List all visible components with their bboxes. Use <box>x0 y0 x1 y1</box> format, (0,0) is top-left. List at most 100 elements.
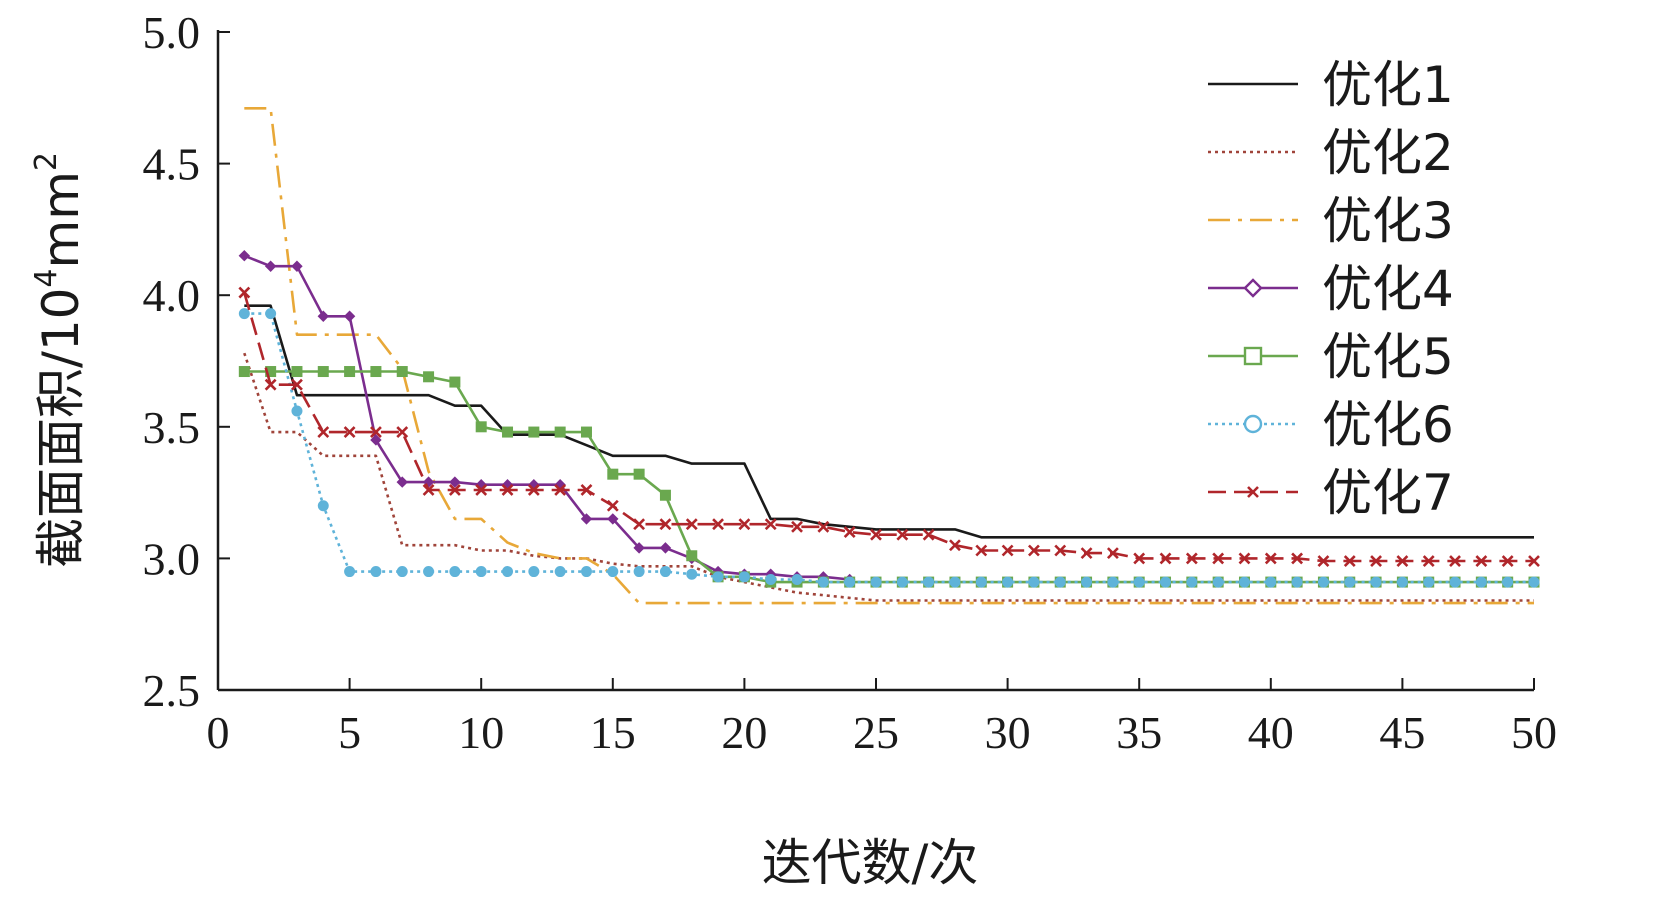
data-point <box>317 500 329 512</box>
data-point <box>396 426 409 438</box>
data-point <box>502 426 514 438</box>
data-point <box>317 366 329 378</box>
data-point <box>1001 544 1014 557</box>
data-point <box>817 520 830 533</box>
data-point <box>1160 576 1172 588</box>
legend: 优化1 优化2 优化3 优化4 优化5 优化6 优化7 <box>1208 56 1454 522</box>
data-point <box>1212 552 1225 565</box>
data-point <box>1002 576 1014 588</box>
data-point <box>791 520 803 533</box>
legend-marker <box>1243 414 1263 434</box>
data-point <box>449 376 461 388</box>
data-point <box>765 573 777 585</box>
series-3 <box>244 107 1534 605</box>
data-point <box>712 571 724 583</box>
data-point <box>1238 552 1251 565</box>
data-point <box>580 566 592 578</box>
data-point <box>554 426 566 438</box>
data-point <box>1212 576 1224 588</box>
data-point <box>949 539 961 552</box>
data-point <box>606 499 619 512</box>
data-point <box>896 528 909 541</box>
data-point <box>264 260 277 272</box>
data-point <box>1028 576 1040 588</box>
data-point <box>975 544 988 557</box>
data-point <box>817 576 829 588</box>
data-point <box>1317 555 1330 567</box>
legend-label: 优化6 <box>1322 396 1454 454</box>
data-point <box>659 489 671 501</box>
y-tick-label: 2.5 <box>143 665 201 716</box>
data-point <box>344 566 356 578</box>
legend-item: 优化1 <box>1208 56 1454 114</box>
series-1 <box>244 304 1534 539</box>
x-tick-label: 40 <box>1248 707 1294 758</box>
data-point <box>554 566 566 578</box>
data-point <box>370 434 382 446</box>
data-point <box>870 528 882 541</box>
data-point <box>633 468 645 480</box>
data-point <box>1291 552 1304 565</box>
data-point <box>659 566 671 578</box>
data-point <box>1238 576 1250 588</box>
data-point <box>607 468 619 480</box>
data-point <box>396 476 408 488</box>
data-point <box>554 484 567 496</box>
data-point <box>1291 576 1303 588</box>
y-tick-label: 4.5 <box>143 139 201 190</box>
legend-label: 优化7 <box>1322 464 1454 522</box>
data-point <box>317 310 329 322</box>
legend-label: 优化4 <box>1322 260 1454 318</box>
series-7 <box>238 286 1540 567</box>
x-tick-label: 0 <box>207 707 230 758</box>
data-point <box>870 576 882 588</box>
data-point <box>1475 555 1488 567</box>
data-point <box>475 484 488 496</box>
data-point <box>1449 576 1461 588</box>
svg-text:截面面积/104mm2: 截面面积/104mm2 <box>29 152 90 568</box>
legend-item: 优化5 <box>1208 328 1454 386</box>
data-point <box>1528 576 1540 588</box>
data-point <box>633 518 646 531</box>
data-point <box>843 526 856 538</box>
data-point <box>633 566 645 578</box>
data-point <box>607 566 619 578</box>
legend-item: 优化6 <box>1208 396 1454 454</box>
data-point <box>738 571 750 583</box>
data-point <box>1343 555 1356 567</box>
data-point <box>317 426 330 438</box>
data-point <box>1107 576 1119 588</box>
legend-item: 优化3 <box>1208 192 1454 250</box>
data-point <box>422 484 435 496</box>
data-point <box>685 518 698 531</box>
data-point <box>1159 552 1172 565</box>
legend-label: 优化2 <box>1322 124 1454 182</box>
x-axis-title: 迭代数/次 <box>762 834 979 892</box>
y-tick-label: 4.0 <box>143 270 201 321</box>
data-point <box>370 566 382 578</box>
data-point <box>764 518 777 531</box>
data-point <box>265 308 277 320</box>
data-point <box>1423 576 1435 588</box>
data-point <box>1080 547 1093 560</box>
legend-marker <box>1243 278 1263 298</box>
x-tick-label: 25 <box>853 707 899 758</box>
x-tick-label: 50 <box>1511 707 1557 758</box>
data-point <box>923 576 935 588</box>
data-point <box>659 542 672 554</box>
y-axis-title: 截面面积/104mm2 <box>29 152 90 568</box>
series-line <box>243 254 850 581</box>
data-point <box>949 576 961 588</box>
data-point <box>1370 576 1382 588</box>
data-point <box>1475 576 1487 588</box>
data-point <box>264 378 277 391</box>
data-point <box>791 573 803 585</box>
x-tick-label: 10 <box>458 707 504 758</box>
data-point <box>1185 552 1198 565</box>
legend-item: 优化2 <box>1208 124 1454 182</box>
data-point <box>238 250 251 262</box>
data-point <box>1264 552 1277 565</box>
data-point <box>1265 576 1277 588</box>
data-point <box>528 566 540 578</box>
series-2 <box>243 352 1534 602</box>
